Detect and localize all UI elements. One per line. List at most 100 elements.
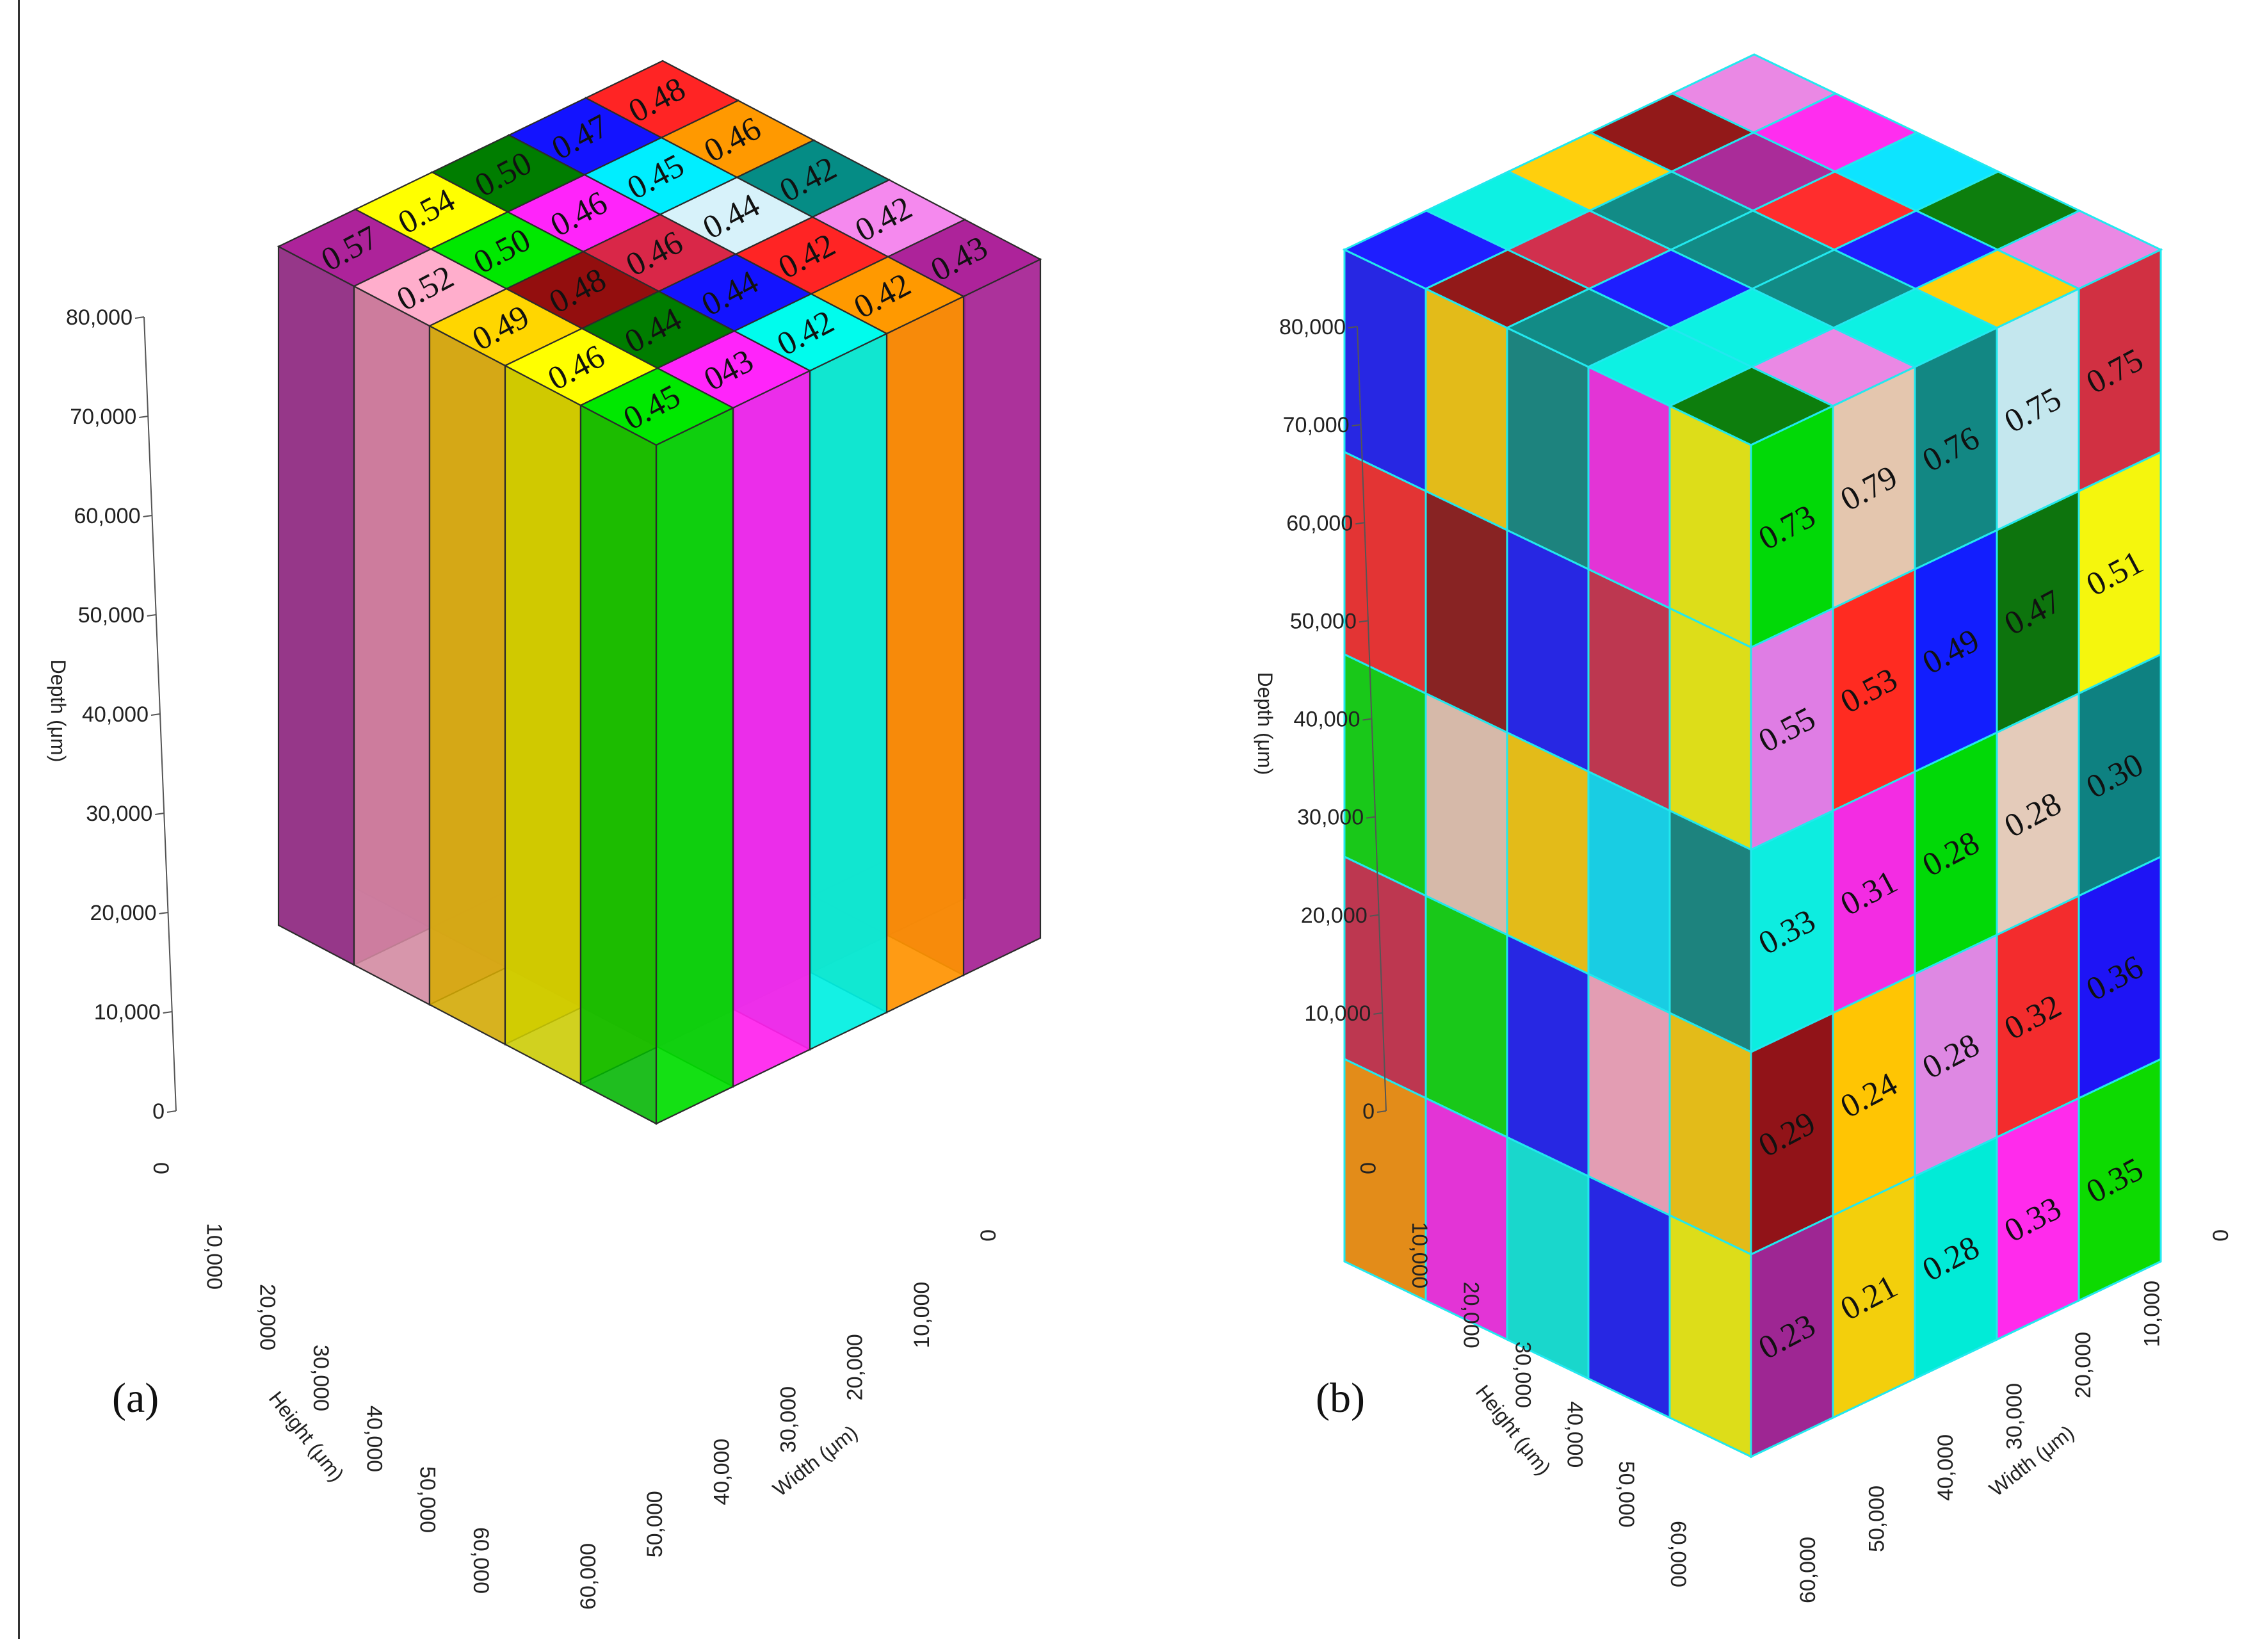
voxel-left-face <box>1668 606 1752 852</box>
voxel-left-face <box>1343 855 1427 1100</box>
panel-b-depth-tick-label: 70,000 <box>1283 413 1350 437</box>
panel-b-depth-tick-label: 60,000 <box>1286 511 1353 535</box>
voxel-left-face <box>1668 404 1752 649</box>
panel-b-depth-tick <box>1352 424 1361 427</box>
panel-b-depth-tick-label: 50,000 <box>1290 609 1357 633</box>
panel-a-depth-tick-label: 30,000 <box>86 802 152 826</box>
panel-b-width-tick-label: 60,000 <box>1796 1537 1820 1603</box>
panel-b-depth-tick-label: 0 <box>1362 1099 1375 1124</box>
panel-b-width-tick-label: 20,000 <box>2071 1332 2095 1398</box>
voxel-left-face <box>1668 1011 1752 1256</box>
panel-a-depth-tick <box>139 416 149 418</box>
bar-top-face <box>579 367 735 446</box>
panel-b-3d-voxel-chart: 0.350.330.280.210.230.360.320.280.240.29… <box>1254 53 2233 1603</box>
panel-a-width-tick-label: 10,000 <box>910 1282 934 1348</box>
panel-b-depth-tick-label: 80,000 <box>1279 315 1346 339</box>
panel-a-height-axis-title: Height (μm) <box>264 1387 349 1486</box>
voxel-left-face <box>1668 809 1752 1054</box>
panel-a-depth-tick <box>163 1011 172 1014</box>
voxel-left-face <box>1343 652 1427 898</box>
panel-a-panel-label: (a) <box>112 1375 159 1421</box>
panel-a-depth-tick-label: 70,000 <box>70 405 136 429</box>
voxel-left-face <box>1587 770 1671 1015</box>
bar-side-face <box>579 404 658 1125</box>
panel-b-width-tick-label: 50,000 <box>1865 1486 1889 1552</box>
panel-b-depth-tick <box>1362 718 1372 721</box>
panel-a-width-tick-label: 50,000 <box>643 1491 667 1557</box>
voxel-left-face <box>1425 287 1508 532</box>
bar-side-face <box>277 245 355 966</box>
panel-b-width-tick-label: 30,000 <box>2003 1383 2027 1450</box>
panel-b-depth-tick <box>1366 816 1376 819</box>
panel-b-depth-tick <box>1355 522 1365 525</box>
voxel-left-face <box>1587 365 1671 610</box>
voxel-left-face <box>1343 248 1427 493</box>
bar-front-face <box>962 258 1042 976</box>
panel-a-depth-tick-label: 80,000 <box>66 305 133 330</box>
panel-b-depth-tick <box>1373 1012 1383 1015</box>
voxel-left-face <box>1506 326 1590 571</box>
panel-a-width-tick-label: 20,000 <box>843 1334 868 1400</box>
panel-a-depth-tick-label: 10,000 <box>94 1000 161 1024</box>
panel-b-height-tick-label: 40,000 <box>1562 1401 1586 1468</box>
panel-b-height-tick-label: 50,000 <box>1614 1461 1638 1528</box>
panel-b-height-tick-label: 10,000 <box>1407 1222 1432 1288</box>
bar-front-face <box>732 369 811 1088</box>
panel-a-depth-tick-label: 50,000 <box>78 603 145 628</box>
panel-b-depth-axis-title: Depth (μm) <box>1254 672 1277 775</box>
panel-a-height-tick-label: 20,000 <box>255 1284 280 1350</box>
voxel-labeled-face <box>1750 404 1834 649</box>
voxel-left-face <box>1425 894 1508 1139</box>
page-margin-rule <box>18 0 20 1639</box>
bar-front-face <box>809 332 888 1051</box>
panel-b-height-tick-label: 0 <box>1355 1162 1380 1174</box>
bar-front-face <box>655 407 734 1125</box>
panel-a-depth-tick <box>155 813 165 815</box>
panel-b-depth-tick-label: 40,000 <box>1294 708 1360 732</box>
panel-a-height-tick-label: 60,000 <box>469 1527 493 1594</box>
panel-a-depth-tick-label: 20,000 <box>90 901 157 925</box>
voxel-left-face <box>1506 528 1590 773</box>
panel-a-height-tick-label: 40,000 <box>362 1405 386 1472</box>
voxel-left-face <box>1425 489 1508 734</box>
panel-a-depth-tick <box>166 1110 177 1113</box>
panel-a-width-tick-label: 30,000 <box>777 1386 801 1453</box>
panel-a-width-tick-label: 0 <box>976 1229 1001 1242</box>
bar-front-face <box>885 295 965 1014</box>
panel-a-depth-tick <box>147 614 156 617</box>
voxel-left-face <box>1668 1213 1752 1459</box>
panel-b-width-tick-label: 10,000 <box>2140 1281 2165 1347</box>
panel-a-width-tick-label: 40,000 <box>709 1439 734 1505</box>
panel-b-depth-tick-label: 30,000 <box>1297 806 1364 830</box>
voxel-left-face <box>1343 450 1427 695</box>
panel-a-depth-axis-title: Depth (μm) <box>47 660 70 763</box>
bar-side-face <box>353 285 431 1006</box>
panel-b-width-tick-label: 40,000 <box>1933 1434 1958 1501</box>
panel-b-depth-tick <box>1376 1110 1387 1113</box>
voxel-left-face <box>1587 1174 1671 1420</box>
panel-b-depth-tick <box>1359 620 1369 623</box>
panel-b-depth-tick <box>1348 326 1358 328</box>
panel-b-depth-tick-label: 10,000 <box>1304 1001 1371 1026</box>
panel-b-depth-tick-label: 20,000 <box>1301 903 1368 928</box>
bar-side-face <box>504 364 582 1085</box>
panel-a-height-tick-label: 50,000 <box>416 1466 440 1533</box>
panel-a-depth-tick <box>134 316 145 319</box>
panel-b-height-tick-label: 30,000 <box>1511 1341 1535 1408</box>
voxel-left-face <box>1506 731 1590 976</box>
voxel-left-face <box>1587 972 1671 1217</box>
voxel-left-face <box>1425 692 1508 937</box>
panel-a-depth-tick-label: 40,000 <box>82 702 149 727</box>
bar-side-face <box>428 325 506 1046</box>
panel-b-height-tick-label: 20,000 <box>1459 1282 1483 1348</box>
panel-a-depth-tick <box>143 515 152 517</box>
panel-a-height-tick-label: 30,000 <box>309 1345 333 1411</box>
panel-a-depth-tick-label: 60,000 <box>74 504 141 528</box>
panel-a-depth-tick <box>150 713 161 716</box>
panel-b-panel-label: (b) <box>1316 1375 1365 1421</box>
panel-a-depth-tick-label: 0 <box>152 1099 165 1124</box>
panel-a-width-tick-label: 60,000 <box>576 1543 601 1610</box>
panel-b-height-tick-label: 60,000 <box>1666 1521 1690 1587</box>
